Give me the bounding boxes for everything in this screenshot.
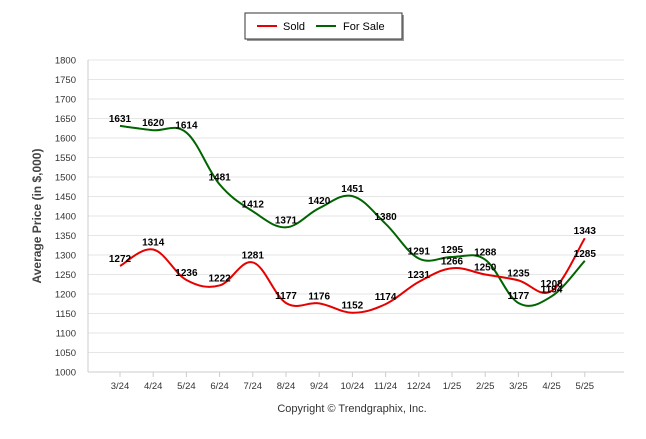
y-tick-label: 1400 [55,212,76,223]
data-label-for-sale: 1451 [341,184,364,195]
x-tick-label: 4/25 [542,381,561,392]
y-tick-label: 1150 [56,309,76,320]
copyright-footer: Copyright © Trendgraphix, Inc. [277,403,426,415]
data-label-sold: 1222 [208,273,231,284]
x-tick-label: 2/25 [476,381,495,392]
y-tick-label: 1350 [55,231,76,242]
y-tick-label: 1050 [55,348,76,359]
y-tick-label: 1000 [55,368,76,379]
y-tick-label: 1100 [56,329,76,340]
x-tick-label: 3/25 [509,381,528,392]
data-label-sold: 1314 [142,238,165,249]
data-label-for-sale: 1177 [508,291,530,302]
x-tick-label: 8/24 [277,381,296,392]
x-tick-label: 11/24 [374,381,397,392]
data-label-sold: 1343 [574,226,597,237]
x-tick-label: 10/24 [341,381,365,392]
series-line-sold [119,237,586,314]
data-label-sold: 1152 [342,301,364,312]
data-label-sold: 1266 [441,256,464,267]
data-label-sold: 1177 [275,291,297,302]
y-axis-label: Average Price (in $,000) [30,149,44,284]
data-label-sold: 1236 [175,268,198,279]
data-label-sold: 1176 [308,291,330,302]
legend-label-for-sale: For Sale [343,21,385,33]
y-tick-label: 1750 [55,75,76,86]
x-tick-label: 5/24 [177,381,196,392]
data-label-sold: 1208 [540,279,563,290]
y-tick-label: 1550 [55,153,76,164]
y-tick-label: 1600 [55,134,76,145]
y-tick-label: 1450 [55,192,76,203]
data-label-for-sale: 1481 [208,172,231,183]
legend: Sold For Sale [244,12,404,41]
data-label-for-sale: 1371 [275,215,298,226]
x-tick-label: 4/24 [144,381,163,392]
data-label-for-sale: 1620 [142,118,165,129]
x-tick-label: 6/24 [210,381,229,392]
y-tick-label: 1650 [55,114,76,125]
x-tick-label: 12/24 [407,381,431,392]
data-label-for-sale: 1420 [308,196,331,207]
data-label-sold: 1272 [109,254,132,265]
data-label-sold: 1235 [507,268,530,279]
data-label-sold: 1281 [242,250,265,261]
data-label-for-sale: 1631 [109,114,132,125]
data-label-for-sale: 1380 [374,212,397,223]
series-lines [119,124,586,314]
data-label-for-sale: 1285 [574,249,597,260]
data-labels: 1631 1620 1614 1481 1412 1371 1420 1451 1380 1291… [109,114,596,312]
data-label-for-sale: 1291 [408,247,431,258]
data-label-sold: 1231 [408,270,431,281]
x-tick-label: 9/24 [310,381,329,392]
legend-label-sold: Sold [283,21,305,33]
data-label-for-sale: 1412 [242,199,265,210]
data-label-for-sale: 1614 [175,121,198,132]
data-label-for-sale: 1295 [441,245,464,256]
data-label-sold: 1174 [375,292,397,303]
y-tick-label: 1200 [55,290,76,301]
y-tick-label: 1800 [55,56,76,67]
data-label-for-sale: 1288 [474,248,497,259]
grid [88,59,624,373]
series-line-for-sale [119,124,586,307]
y-tick-label: 1500 [55,173,76,184]
data-label-sold: 1250 [474,263,497,274]
y-tick-label: 1700 [55,95,76,106]
data-label-for-sale: 1194 [541,284,563,295]
y-tick-label: 1250 [55,270,76,281]
x-tick-label: 3/24 [111,381,130,392]
x-tick-label: 1/25 [443,381,462,392]
x-tick-label: 5/25 [576,381,595,392]
y-tick-label: 1300 [55,251,76,262]
x-tick-label: 7/24 [244,381,263,392]
axes: 1000 1050 1100 1150 1200 1250 1300 1350 1400 1450… [55,56,624,392]
